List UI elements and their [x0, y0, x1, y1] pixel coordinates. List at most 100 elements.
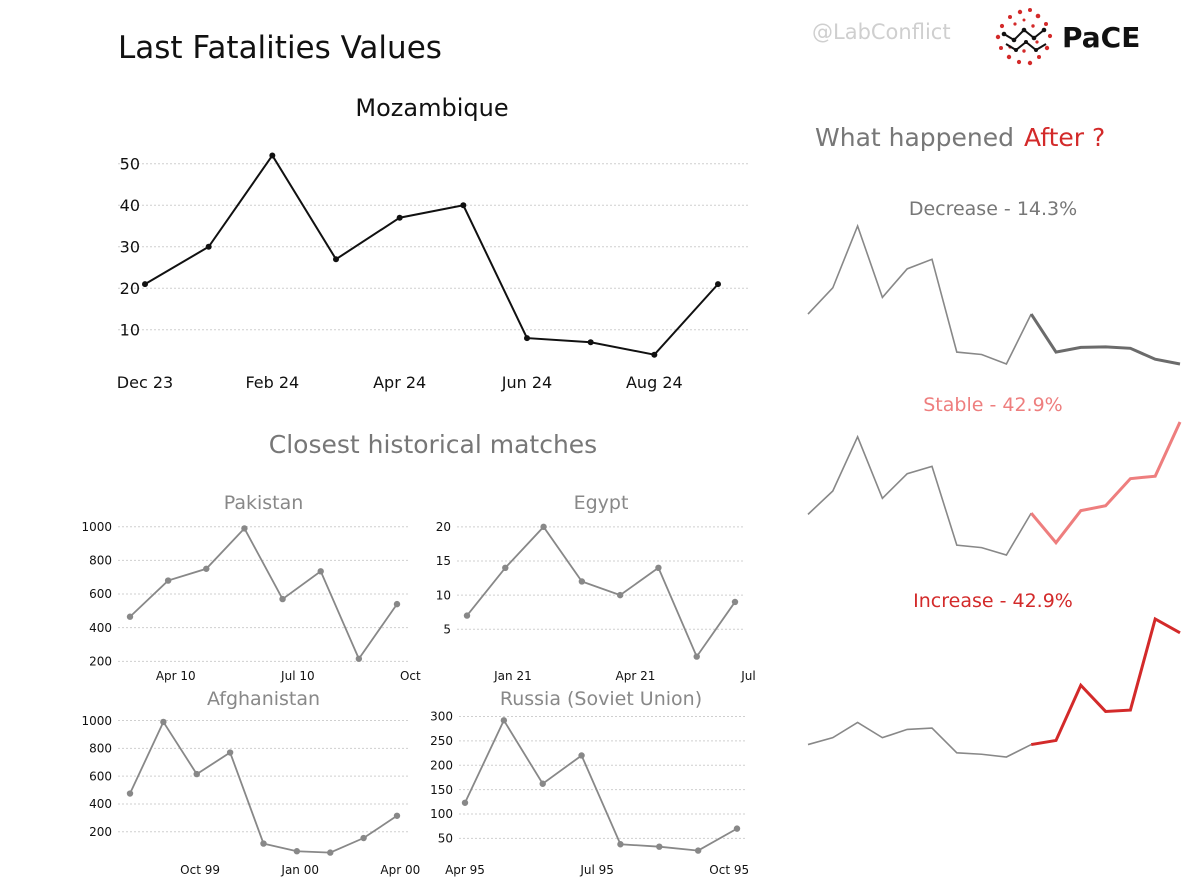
series-line: [129, 720, 398, 854]
y-tick-label: 400: [89, 621, 112, 635]
data-point: [540, 523, 547, 531]
chart-title: Egypt: [574, 492, 629, 514]
y-tick-label: 5: [443, 622, 451, 636]
y-tick-label: 800: [89, 742, 112, 756]
data-point: [327, 849, 334, 856]
data-point: [694, 847, 702, 854]
match-chart-afghanistan: 200 400 600 800 1000 Oct 99 Jan 00 Apr 00 Afghan…: [81, 688, 420, 877]
chart-title: Afghanistan: [207, 688, 320, 710]
x-tick-label: Jul 95: [579, 863, 614, 877]
outcome-line: [1029, 313, 1181, 366]
scenario-title: Stable - 42.9%: [923, 394, 1062, 416]
data-point: [524, 335, 530, 342]
y-tick-label: 15: [436, 554, 451, 568]
y-tick-label: 20: [120, 279, 140, 298]
data-point: [164, 577, 172, 584]
y-tick-label: 300: [430, 710, 453, 724]
chart-title: Russia (Soviet Union): [500, 688, 702, 710]
data-point: [463, 612, 471, 619]
data-point: [193, 770, 200, 778]
y-tick-label: 1000: [81, 714, 112, 728]
data-point: [502, 564, 509, 572]
data-point: [269, 152, 276, 159]
x-tick-label: Oct 95: [709, 863, 749, 877]
data-point: [241, 525, 248, 532]
y-tick-label: 50: [438, 832, 453, 846]
twitter-handle: @LabConflict: [812, 20, 951, 44]
y-tick-label: 200: [89, 655, 112, 669]
x-tick-label: Jul 10: [280, 669, 315, 683]
data-point: [393, 812, 401, 819]
x-tick-label: Apr 95: [445, 863, 485, 877]
data-point: [142, 281, 148, 288]
x-tick-label: Aug 24: [626, 373, 683, 392]
data-point: [656, 843, 663, 850]
data-point: [578, 578, 586, 585]
data-point: [733, 825, 741, 832]
x-tick-label: Jul 21: [740, 669, 760, 683]
x-tick-label: Oct 99: [180, 863, 220, 877]
x-tick-label: Apr 10: [156, 669, 196, 683]
x-tick-label: Apr 24: [373, 373, 426, 392]
x-tick-label: Apr 21: [616, 669, 656, 683]
data-point: [360, 834, 367, 842]
data-point: [655, 564, 662, 572]
match-chart-egypt: 5 10 15 20 Jan 21 Apr 21 Jul 21 Egypt: [436, 492, 760, 683]
match-chart-pakistan: 200 400 600 800 1000 Apr 10 Jul 10 Oct 10 Pakist…: [81, 492, 425, 683]
x-tick-label: Oct 10: [400, 669, 425, 683]
series-line: [144, 153, 719, 356]
y-tick-label: 30: [120, 237, 140, 256]
data-point: [460, 202, 467, 209]
data-point: [160, 718, 167, 726]
main-chart-mozambique: 10 20 30 40 50 Dec 23 Feb 24 Apr 24 Jun 24 Aug 24…: [117, 94, 748, 392]
data-point: [203, 565, 210, 572]
x-tick-label: Jun 24: [501, 373, 552, 392]
y-tick-label: 200: [89, 825, 112, 839]
data-point: [126, 790, 134, 797]
series-line: [129, 526, 398, 661]
data-point: [461, 799, 469, 806]
data-point: [539, 780, 546, 787]
y-tick-label: 150: [430, 783, 453, 797]
series-line: [466, 525, 736, 659]
y-tick-label: 600: [89, 769, 112, 783]
outcome-line: [1030, 421, 1182, 546]
data-point: [205, 243, 212, 250]
data-point: [500, 717, 508, 724]
x-tick-label: Feb 24: [245, 373, 299, 392]
data-point: [651, 351, 658, 358]
y-tick-label: 600: [89, 587, 112, 601]
y-tick-label: 400: [89, 797, 112, 811]
y-tick-label: 200: [430, 758, 453, 772]
data-point: [393, 600, 401, 608]
y-tick-label: 50: [120, 154, 140, 173]
data-point: [578, 752, 585, 759]
data-point: [279, 595, 286, 603]
data-point: [587, 339, 594, 346]
data-point: [355, 655, 363, 662]
history-line: [807, 434, 1032, 556]
after-title-prefix: What happened: [815, 123, 1015, 152]
data-point: [226, 749, 234, 756]
scenario-title: Increase - 42.9%: [913, 590, 1073, 612]
chart-title: Mozambique: [355, 94, 508, 122]
y-tick-label: 800: [89, 554, 112, 568]
data-point: [731, 598, 739, 606]
page-title: Last Fatalities Values: [118, 30, 442, 66]
y-tick-label: 1000: [81, 520, 112, 534]
data-point: [616, 591, 624, 599]
data-point: [617, 841, 624, 848]
series-line: [464, 718, 738, 852]
data-point: [715, 281, 721, 288]
matches-title: Closest historical matches: [268, 430, 598, 459]
data-point: [293, 848, 301, 855]
dots-logo-icon: [995, 8, 1053, 66]
x-tick-label: Apr 00: [380, 863, 420, 877]
x-tick-label: Jan 00: [280, 863, 319, 877]
y-tick-label: 20: [436, 520, 451, 534]
logo-text: PaCE: [1062, 21, 1140, 54]
x-tick-label: Dec 23: [117, 373, 173, 392]
y-tick-label: 40: [120, 196, 140, 215]
outcome-line: [1030, 616, 1181, 747]
y-tick-label: 100: [430, 807, 453, 821]
